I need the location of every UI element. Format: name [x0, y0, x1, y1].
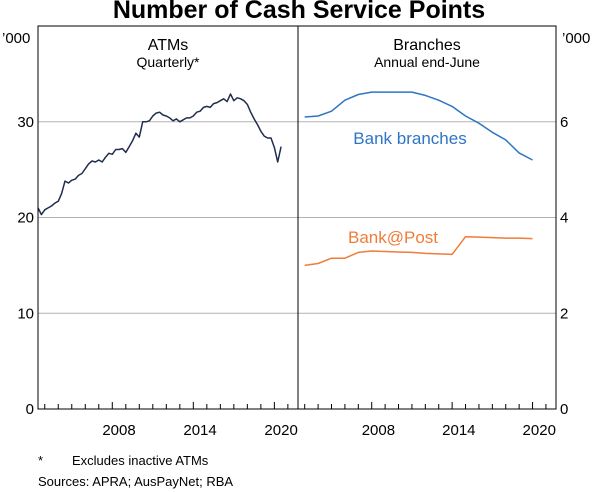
y-tick-label-right: 6	[560, 114, 568, 131]
panel-subtitle: Annual end-June	[374, 54, 480, 70]
chart-frame	[37, 25, 557, 410]
chart-title: Number of Cash Service Points	[112, 0, 486, 24]
panel-title: ATMs	[148, 37, 189, 54]
x-tick-label: 2008	[102, 422, 135, 439]
y-tick-label-left: 30	[17, 114, 34, 131]
series-label-bank-branches: Bank branches	[353, 129, 466, 148]
y-tick-label-left: 10	[17, 305, 34, 322]
panel-subtitle: Quarterly*	[136, 54, 200, 70]
y-tick-label-right: 0	[560, 401, 568, 418]
x-tick-label: 2020	[523, 422, 556, 439]
series-line	[304, 235, 533, 267]
panel-title: Branches	[393, 37, 461, 54]
series-line	[37, 93, 282, 216]
y-tick-label-left: 0	[26, 401, 34, 418]
footnote: * Excludes inactive ATMs	[38, 453, 208, 468]
y-tick-label-right: 4	[560, 210, 568, 227]
y-unit-label-right: ’000	[562, 30, 590, 47]
y-tick-label-left: 20	[17, 210, 34, 227]
series-lines	[37, 91, 533, 267]
series-line	[304, 91, 533, 161]
series-label-bankpost: Bank@Post	[348, 228, 438, 247]
grid-lines	[38, 121, 556, 314]
x-tick-label: 2008	[362, 422, 395, 439]
x-tick-label: 2020	[264, 422, 297, 439]
y-unit-label-left: ’000	[2, 30, 30, 47]
footnote-text: Excludes inactive ATMs	[72, 453, 209, 468]
sources-note: Sources: APRA; AusPayNet; RBA	[38, 474, 234, 489]
y-tick-label-right: 2	[560, 305, 568, 322]
plot-border	[37, 25, 557, 410]
x-tick-label: 2014	[183, 422, 216, 439]
x-tick-label: 2014	[442, 422, 475, 439]
footnote-mark: *	[38, 453, 44, 468]
